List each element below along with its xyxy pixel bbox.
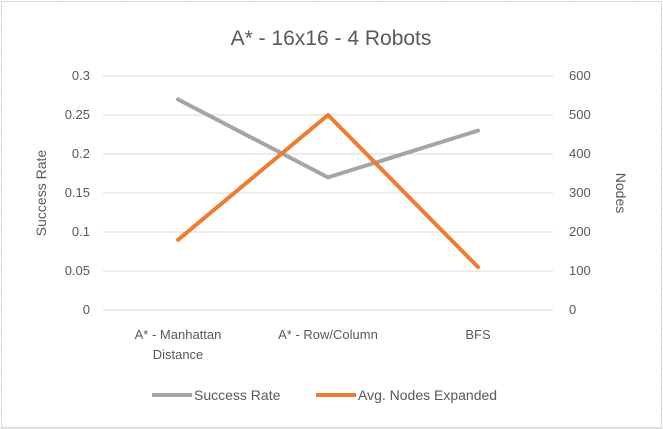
legend-label: Avg. Nodes Expanded xyxy=(358,387,497,403)
left-tick-label: 0.25 xyxy=(65,107,90,122)
series-lines xyxy=(176,97,480,270)
legend: Success Rate Avg. Nodes Expanded xyxy=(152,387,497,403)
left-tick-label: 0.2 xyxy=(72,146,90,161)
right-tick-label: 200 xyxy=(569,224,591,239)
left-tick-label: 0.3 xyxy=(72,68,90,83)
category-label: A* - Manhattan Distance xyxy=(135,327,222,362)
left-tick-label: 0.1 xyxy=(72,224,90,239)
legend-label: Success Rate xyxy=(194,387,281,403)
left-axis-title: Success Rate xyxy=(33,150,49,237)
chart-title: A* - 16x16 - 4 Robots xyxy=(231,27,432,50)
right-tick-label: 500 xyxy=(569,107,591,122)
category-axis-labels: A* - Manhattan Distance A* - Row/Column BFS xyxy=(135,327,491,362)
left-tick-label: 0.15 xyxy=(65,185,90,200)
right-tick-label: 0 xyxy=(569,302,576,317)
right-tick-label: 300 xyxy=(569,185,591,200)
series-line[interactable] xyxy=(176,113,480,270)
series-line[interactable] xyxy=(176,97,480,180)
right-tick-label: 100 xyxy=(569,263,591,278)
left-tick-label: 0 xyxy=(83,302,90,317)
left-tick-label: 0.05 xyxy=(65,263,90,278)
right-axis-title: Nodes xyxy=(613,173,629,213)
left-axis-ticks: 0 0.05 0.1 0.15 0.2 0.25 0.3 xyxy=(65,68,90,317)
right-axis-ticks: 0 100 200 300 400 500 600 xyxy=(569,68,591,317)
right-tick-label: 600 xyxy=(569,68,591,83)
gridlines xyxy=(103,75,553,311)
category-label: A* - Row/Column xyxy=(278,327,378,342)
right-tick-label: 400 xyxy=(569,146,591,161)
category-label: BFS xyxy=(465,327,491,342)
